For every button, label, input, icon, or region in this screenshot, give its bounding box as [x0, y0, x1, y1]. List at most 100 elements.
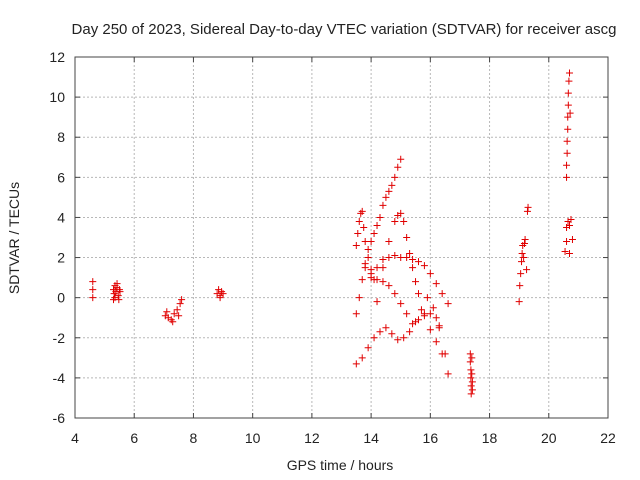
data-point	[400, 217, 408, 225]
y-tick-label: -6	[53, 410, 66, 426]
data-point	[467, 366, 475, 374]
y-tick-label: 4	[57, 209, 65, 225]
series-arc-20.7h-low	[561, 215, 576, 258]
data-point	[414, 258, 422, 266]
data-point	[414, 316, 422, 324]
data-point	[561, 248, 569, 256]
series-arc-14.0-16.5h-mid	[367, 252, 452, 308]
series-arc-14.2-16.4h-hump	[373, 209, 446, 358]
plot-frame	[74, 56, 609, 419]
data-point	[523, 207, 531, 215]
data-point	[397, 209, 405, 217]
data-point	[517, 270, 525, 278]
series-arc-8.9h	[213, 286, 227, 302]
y-tick-label: 12	[49, 49, 65, 65]
data-point	[394, 336, 402, 344]
data-point	[564, 113, 572, 121]
x-axis-title: GPS time / hours	[287, 457, 394, 473]
data-point	[397, 254, 405, 262]
data-point	[468, 354, 476, 362]
data-point	[435, 322, 443, 330]
data-point	[373, 276, 381, 284]
data-point	[566, 69, 574, 77]
data-point	[391, 290, 399, 298]
y-tick-label: 2	[57, 250, 65, 266]
data-point	[444, 300, 452, 308]
x-tick-label: 22	[600, 430, 616, 446]
data-point	[520, 240, 528, 248]
data-point	[388, 330, 396, 338]
data-point	[367, 238, 375, 246]
tick-labels: 4 6 8 10 12 14 16 18 20 22 -6 -4 -2 0 2 4 6 8 10 12	[49, 49, 616, 446]
series-arc-20.6h	[563, 69, 574, 181]
data-point	[397, 155, 405, 163]
data-point	[373, 221, 381, 229]
data-point	[355, 294, 363, 302]
data-point	[113, 280, 121, 288]
x-tick-label: 10	[245, 430, 261, 446]
data-point	[563, 161, 571, 169]
data-point	[564, 101, 572, 109]
data-point	[364, 254, 372, 262]
data-point	[111, 294, 119, 302]
data-point	[385, 254, 393, 262]
data-point	[367, 270, 375, 278]
data-point	[403, 310, 411, 318]
gridlines	[75, 57, 608, 418]
data-point	[432, 280, 440, 288]
data-point	[352, 242, 360, 250]
series-arc-5.4h	[109, 280, 124, 304]
data-point	[467, 390, 475, 398]
y-axis-title: SDTVAR / TECUs	[6, 182, 22, 294]
data-point	[417, 306, 425, 314]
data-point	[566, 221, 574, 229]
data-point	[566, 250, 574, 258]
y-tick-label: 8	[57, 129, 65, 145]
x-tick-label: 8	[190, 430, 198, 446]
data-point	[564, 125, 572, 133]
data-point	[397, 300, 405, 308]
data-point	[89, 278, 97, 286]
data-point	[163, 308, 171, 316]
y-tick-label: -4	[53, 370, 66, 386]
data-point	[352, 360, 360, 368]
data-point	[360, 223, 368, 231]
data-point	[429, 304, 437, 312]
data-point	[567, 215, 575, 223]
data-point	[420, 262, 428, 270]
data-point	[518, 258, 526, 266]
data-point	[376, 328, 384, 336]
data-point	[524, 203, 532, 211]
data-point	[361, 238, 369, 246]
data-point	[468, 370, 476, 378]
data-point	[394, 163, 402, 171]
y-tick-label: 0	[57, 290, 65, 306]
data-point	[178, 296, 186, 304]
data-point	[176, 300, 184, 308]
x-tick-label: 4	[71, 430, 79, 446]
data-point	[370, 334, 378, 342]
data-point	[406, 250, 414, 258]
data-point	[568, 236, 576, 244]
data-point	[391, 173, 399, 181]
data-point	[468, 378, 476, 386]
data-point	[566, 109, 574, 117]
data-point	[116, 288, 124, 296]
data-point	[563, 149, 571, 157]
data-point	[370, 229, 378, 237]
data-point	[516, 282, 524, 290]
x-tick-label: 6	[130, 430, 138, 446]
data-point	[354, 229, 362, 237]
data-point	[115, 296, 123, 304]
series-arc-19.0h	[515, 203, 532, 306]
data-point	[563, 137, 571, 145]
data-point	[414, 290, 422, 298]
data-marks	[89, 69, 576, 398]
data-point	[423, 294, 431, 302]
data-point	[432, 338, 440, 346]
series-arc-7.2h	[161, 296, 186, 326]
data-point	[468, 386, 476, 394]
data-point	[563, 238, 571, 246]
data-point	[358, 276, 366, 284]
